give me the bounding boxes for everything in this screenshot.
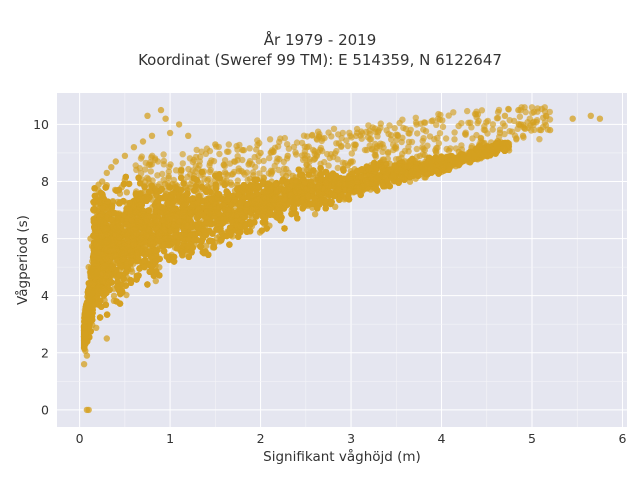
data-point (123, 189, 130, 196)
chart-title-line-1: År 1979 - 2019 (263, 31, 377, 49)
data-point (93, 324, 100, 331)
data-point (406, 178, 414, 185)
data-point (110, 292, 118, 299)
data-point (203, 242, 210, 249)
data-point (311, 211, 319, 218)
data-points (80, 104, 604, 414)
data-point (152, 277, 159, 285)
chart-title-line-2: Koordinat (Sweref 99 TM): E 514359, N 61… (138, 51, 502, 69)
chart-title: År 1979 - 2019 Koordinat (Sweref 99 TM):… (0, 30, 640, 70)
